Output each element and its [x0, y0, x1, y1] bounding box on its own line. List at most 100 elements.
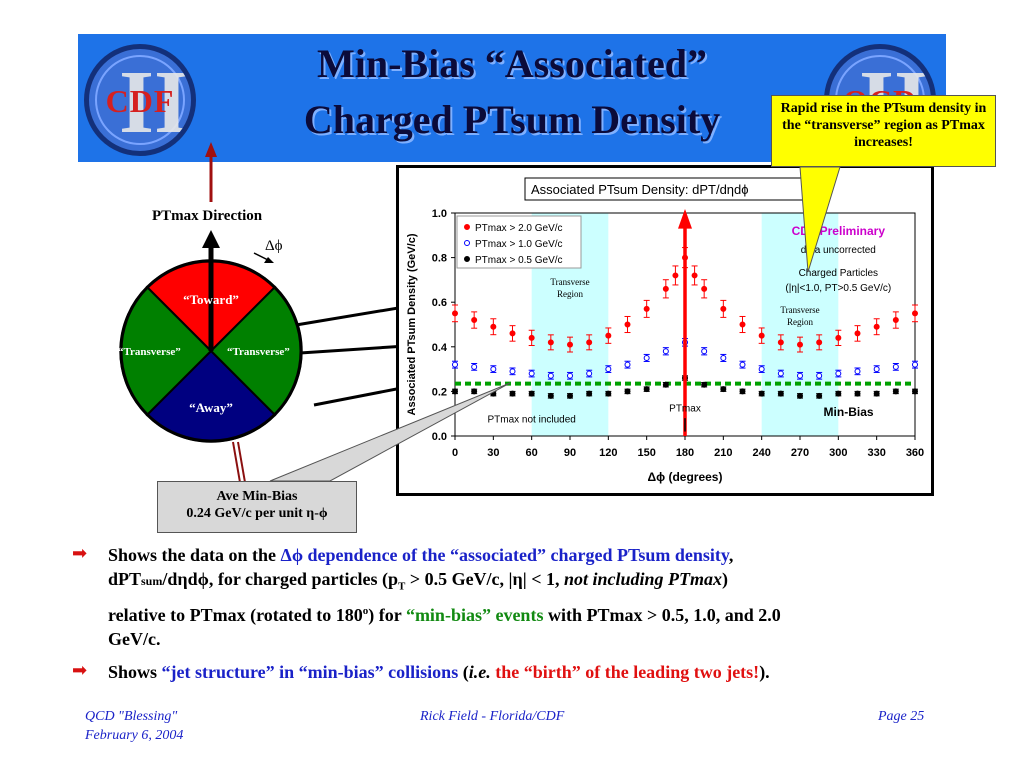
point-s0-1 [471, 317, 478, 324]
point-s1-1 [471, 363, 478, 370]
footer-date: February 6, 2004 [85, 728, 184, 743]
point-s1-8 [605, 366, 612, 373]
toward-label: “Toward” [183, 292, 239, 307]
point-s2-18 [797, 392, 803, 399]
point-s0-5 [547, 339, 554, 346]
point-s0-11 [662, 285, 669, 292]
point-s0-22 [835, 334, 842, 341]
point-s0-12 [672, 272, 679, 279]
y-tick-label-4: 0.8 [432, 253, 447, 265]
point-s1-4 [528, 370, 535, 377]
point-s0-7 [586, 339, 593, 346]
transverse-right-label: “Transverse” [227, 346, 290, 358]
point-s2-15 [739, 388, 746, 395]
charged-particles-label: Charged Particles [799, 268, 878, 279]
bullet-2: Shows “jet structure” in “min-bias” coll… [108, 662, 770, 682]
point-s2-9 [624, 388, 631, 395]
point-s0-2 [490, 323, 497, 330]
rapid-callout-pointer [799, 166, 841, 273]
point-s2-20 [835, 390, 842, 397]
legend-marker-0 [464, 224, 470, 230]
transverse-region-label-right-2: Region [787, 317, 813, 327]
point-s2-6 [567, 392, 573, 399]
legend-marker-1 [464, 240, 470, 246]
min-bias-label: Min-Bias [824, 405, 874, 419]
top-red-arrowhead [205, 142, 217, 157]
away-label: “Away” [189, 400, 233, 415]
x-tick-label-10: 300 [829, 447, 847, 459]
point-s0-24 [873, 323, 880, 330]
ptmax-label: PTmax [669, 403, 701, 414]
x-tick-label-11: 330 [867, 447, 885, 459]
pointer-line-2 [299, 343, 420, 355]
point-s1-0 [452, 361, 458, 368]
point-s1-6 [567, 372, 573, 379]
point-s0-10 [643, 305, 650, 312]
y-tick-label-0: 0.0 [432, 431, 447, 443]
point-s2-3 [509, 390, 516, 397]
point-s1-7 [586, 370, 593, 377]
point-s2-7 [586, 390, 593, 397]
legend-label-1: PTmax > 1.0 GeV/c [475, 239, 563, 250]
point-s2-5 [547, 392, 554, 399]
legend-label-2: PTmax > 0.5 GeV/c [475, 255, 563, 266]
bullet-arrow-2: ➡ [72, 660, 88, 680]
point-s0-3 [509, 330, 516, 337]
point-s0-23 [854, 330, 861, 337]
point-s1-14 [720, 354, 727, 361]
ptmax-arrowhead [202, 230, 220, 248]
x-tick-label-5: 150 [637, 447, 655, 459]
point-s1-24 [912, 361, 918, 368]
point-s2-23 [892, 388, 899, 395]
point-s0-20 [797, 341, 803, 348]
point-s0-18 [758, 332, 765, 339]
ave-min-bias-callout: Ave Min-Bias 0.24 GeV/c per unit η-ϕ [157, 481, 357, 533]
point-s0-16 [720, 305, 727, 312]
point-s0-19 [777, 339, 784, 346]
point-s0-26 [912, 310, 918, 317]
chart-frame: 0.0 0.2 0.4 0.6 0.8 1.0 0 30 60 90 120 150 180 210 240… [396, 165, 934, 496]
point-s2-4 [528, 390, 535, 397]
point-s0-9 [624, 321, 631, 328]
point-s2-16 [758, 390, 765, 397]
x-tick-label-7: 210 [714, 447, 732, 459]
point-s2-1 [471, 388, 478, 395]
ptsum-density-chart: 0.0 0.2 0.4 0.6 0.8 1.0 0 30 60 90 120 150 180 210 240… [406, 177, 924, 484]
bullet-1: Shows the data on the Δϕ dependence of t… [108, 545, 781, 649]
point-s2-21 [854, 390, 861, 397]
ave-min-bias-line1: Ave Min-Bias [216, 489, 298, 504]
y-tick-label-1: 0.2 [432, 386, 447, 398]
point-s2-13 [701, 381, 708, 388]
point-s1-11 [662, 348, 669, 355]
footer-page: Page 25 [878, 709, 925, 724]
x-tick-label-3: 90 [564, 447, 576, 459]
point-s1-3 [509, 368, 516, 375]
point-s0-0 [452, 310, 458, 317]
cuts-label: (|η|<1.0, PT>0.5 GeV/c) [785, 283, 891, 294]
point-s1-20 [835, 370, 842, 377]
footer-author: Rick Field - Florida/CDF [420, 709, 565, 724]
point-s1-18 [797, 372, 803, 379]
point-s1-2 [490, 366, 497, 373]
point-s0-17 [739, 321, 746, 328]
y-tick-label-3: 0.6 [432, 297, 447, 309]
point-s1-5 [547, 372, 554, 379]
ave-min-bias-line2: 0.24 GeV/c per unit η-ϕ [186, 506, 328, 521]
point-s0-25 [892, 317, 899, 324]
legend-marker-2 [464, 256, 470, 262]
bullet-arrow-1: ➡ [72, 543, 88, 563]
legend-label-0: PTmax > 2.0 GeV/c [475, 223, 563, 234]
slide-title-line1: Min-Bias “Associated” [317, 41, 707, 86]
point-s1-19 [816, 372, 823, 379]
cdf-logo: II CDF [84, 44, 196, 156]
footer-left-line1: QCD "Blessing" [85, 709, 178, 724]
rapid-rise-callout: Rapid rise in the PTsum density in the “… [771, 95, 996, 167]
point-s1-17 [777, 370, 784, 377]
transverse-left-label: “Transverse” [118, 346, 181, 358]
x-tick-label-4: 120 [599, 447, 617, 459]
point-s1-21 [854, 368, 861, 375]
point-s1-23 [892, 363, 899, 370]
point-s2-0 [452, 388, 458, 395]
point-s2-11 [662, 381, 669, 388]
point-s1-15 [739, 361, 746, 368]
